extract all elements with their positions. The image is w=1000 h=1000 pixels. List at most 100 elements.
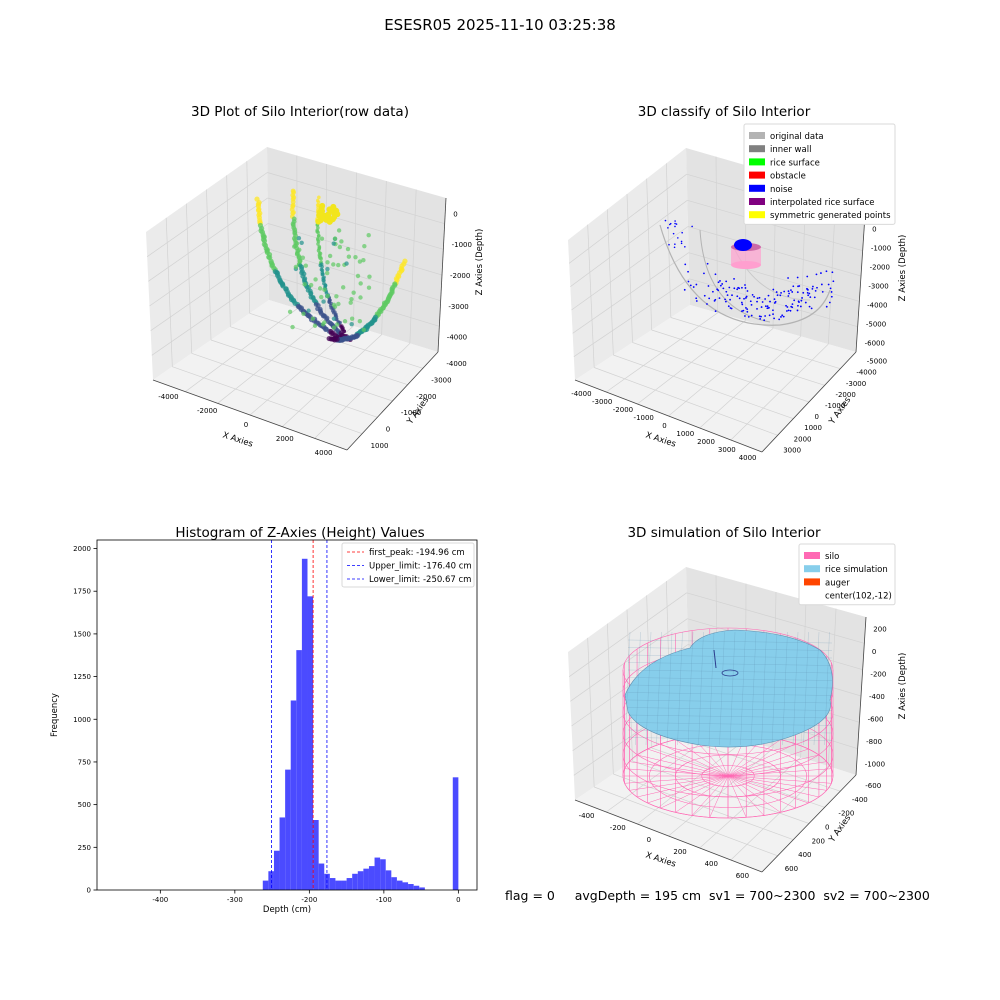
floor-pane	[575, 305, 856, 452]
noise-point	[806, 291, 809, 294]
x-axis-label: Depth (cm)	[263, 905, 311, 915]
noise-point	[780, 316, 782, 318]
z-tick-label: 0	[872, 226, 876, 234]
noise-point	[695, 297, 698, 300]
noise-point	[775, 291, 778, 293]
z-tick-label: -200	[870, 670, 886, 678]
noise-point	[828, 301, 831, 304]
histogram-bar	[346, 878, 353, 890]
noise-point	[674, 243, 676, 245]
y-axis-line	[761, 774, 857, 873]
raw-data-point	[361, 257, 366, 263]
noise-point	[767, 307, 769, 309]
histogram-bar	[341, 880, 347, 890]
noise-point	[764, 298, 767, 300]
raw-data-point	[332, 236, 338, 241]
y-tick-label: 200	[812, 837, 825, 845]
interpolated-surface	[731, 261, 761, 269]
rice-mesh	[750, 631, 757, 746]
noise-point	[808, 292, 811, 295]
raw-data-point	[292, 244, 297, 249]
raw-data-3d-panel: 3D Plot of Silo Interior(row data) -4000 -…	[146, 104, 485, 457]
noise-point	[719, 280, 721, 282]
histogram-bar	[357, 871, 364, 890]
noise-point	[790, 289, 792, 292]
z-tick-label: 0	[453, 210, 457, 218]
noise-point	[785, 310, 788, 312]
rice-mesh	[627, 677, 833, 681]
noise-point	[786, 306, 789, 308]
status-footer: flag = 0 avgDepth = 195 cm sv1 = 700~230…	[505, 888, 930, 903]
raw-data-point	[334, 294, 339, 299]
noise-point	[681, 231, 683, 234]
raw-data-point	[321, 299, 326, 304]
noise-point	[797, 304, 799, 307]
noise-point	[761, 301, 764, 303]
noise-point	[825, 305, 828, 308]
raw-data-point	[336, 262, 341, 268]
raw-data-point	[296, 235, 302, 241]
classify-legend-label: interpolated rice surface	[770, 198, 875, 208]
histogram-bar	[385, 870, 392, 890]
noise-point	[717, 281, 720, 284]
raw-data-point	[331, 316, 337, 321]
rice-mesh	[627, 714, 833, 719]
noise-cluster	[734, 239, 752, 251]
raw-data-point	[340, 285, 346, 290]
back-pane-left	[146, 147, 269, 380]
raw-data-point	[322, 287, 327, 292]
raw-data-point	[316, 242, 320, 246]
raw-data-point	[303, 263, 309, 268]
rice-mesh	[698, 631, 704, 746]
x-tick-label: 0	[244, 421, 248, 429]
noise-point	[764, 315, 767, 317]
z-axis-label: Z Axies (Depth)	[898, 653, 908, 720]
noise-point	[725, 290, 728, 293]
classify-legend-label: noise	[770, 185, 793, 195]
x-tick-label: -300	[227, 896, 243, 904]
noise-point	[830, 291, 833, 293]
raw-data-point	[308, 282, 314, 288]
rice-mesh	[792, 631, 799, 746]
raw-data-point	[325, 270, 330, 276]
y-tick-label: -400	[852, 796, 868, 804]
raw-data-point	[367, 274, 372, 279]
classify-legend-label: obstacle	[770, 172, 806, 182]
noise-point	[766, 305, 769, 308]
noise-point	[772, 313, 774, 316]
raw-data-point	[334, 322, 340, 327]
raw-data-point	[336, 228, 342, 233]
raw-data-point	[346, 254, 352, 259]
noise-point	[725, 280, 728, 283]
noise-point	[793, 299, 796, 302]
auger-marker	[713, 649, 717, 669]
z-tick-label: -6000	[865, 340, 885, 348]
grid-line	[730, 343, 829, 441]
histogram-bar	[335, 880, 342, 890]
noise-point	[695, 300, 698, 302]
raw-data-point	[344, 261, 349, 266]
y-axis-label: Y Axies	[827, 395, 854, 427]
raw-data-point	[355, 273, 361, 279]
rice-mesh	[627, 737, 833, 741]
noise-point	[703, 272, 705, 275]
rice-mesh	[677, 631, 683, 746]
histogram-bar	[396, 880, 403, 890]
x-axis-line	[574, 379, 763, 453]
noise-point	[719, 284, 722, 287]
z-axis-label: Z Axies (Depth)	[475, 229, 485, 296]
histogram-bar	[413, 885, 420, 890]
histogram-bar	[313, 820, 319, 890]
x-axis-label: X Axies	[644, 430, 677, 449]
raw-data-point	[299, 240, 304, 246]
original-data-arc	[699, 229, 771, 323]
noise-point	[668, 223, 671, 226]
y-tick-label: -5000	[867, 358, 887, 366]
x-tick-label: -200	[301, 896, 317, 904]
y-tick-label: 400	[798, 851, 811, 859]
noise-point	[667, 227, 669, 229]
histogram-bar	[408, 884, 414, 890]
raw-data-point	[301, 311, 306, 317]
raw-data-point	[310, 316, 316, 321]
interpolated-surface	[731, 247, 761, 265]
